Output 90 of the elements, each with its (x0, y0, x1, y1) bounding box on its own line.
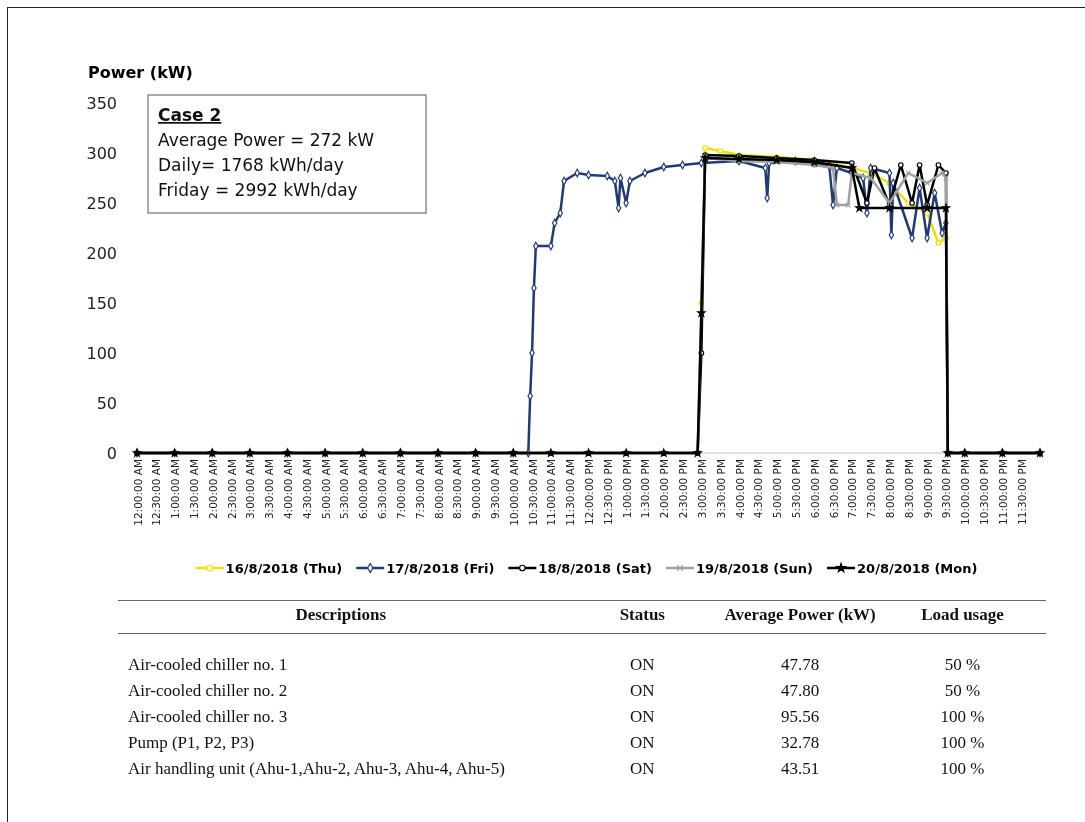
x-tick-label: 3:30:00 AM (263, 459, 276, 520)
text: 100 % (940, 707, 985, 726)
x-tick-label: 6:30:00 AM (376, 459, 389, 520)
x-tick-label: 9:30:00 AM (488, 459, 501, 520)
text: ON (630, 707, 655, 726)
annotation: Case 2 (158, 105, 222, 125)
x-tick-label: 7:30:00 AM (413, 459, 426, 520)
x-tick-label: 9:30:00 PM (940, 459, 953, 519)
y-tick-label: 150 (86, 293, 117, 313)
x-tick-label: 1:30:00 AM (187, 459, 200, 520)
x-tick-label: 12:30:00 AM (150, 459, 163, 526)
x-tick-label: 5:00:00 PM (771, 459, 784, 519)
x-tick-label: 2:00:00 AM (206, 459, 219, 520)
x-tick-label: 3:00:00 PM (695, 459, 708, 519)
x-tick-label: 11:30:00 PM (1015, 459, 1028, 525)
annotation: Friday = 2992 kWh/day (158, 180, 358, 200)
annotation: Average Power = 272 kW (158, 130, 375, 150)
x-tick-label: 2:30:00 AM (225, 459, 238, 520)
text: ON (630, 655, 655, 674)
y-tick-label: 200 (86, 243, 117, 263)
text: 47.80 (780, 681, 820, 700)
text: 32.78 (780, 733, 820, 752)
x-tick-label: 1:00:00 PM (620, 459, 633, 519)
x-tick-label: 9:00:00 PM (921, 459, 934, 519)
x-tick-label: 6:00:00 PM (808, 459, 821, 519)
x-tick-label: 12:00:00 PM (583, 459, 595, 525)
x-tick-label: 11:30:00 AM (564, 459, 577, 526)
x-tick-label: 4:00:00 AM (282, 459, 294, 520)
x-tick-label: 7:00:00 AM (394, 459, 407, 520)
x-tick-label: 4:30:00 AM (300, 459, 313, 520)
text: 100 % (940, 759, 985, 778)
x-tick-label: 2:00:00 PM (658, 459, 671, 519)
legend-label: 16/8/2018 (Thu) (225, 560, 343, 576)
x-tick-label: 11:00:00 PM (996, 459, 1009, 525)
x-tick-label: 8:00:00 AM (432, 459, 445, 520)
x-tick-label: 1:00:00 AM (169, 459, 182, 520)
x-tick-label: 6:00:00 AM (357, 459, 370, 520)
text: 47.78 (780, 655, 820, 674)
text: 50 % (944, 655, 981, 674)
text: 95.56 (780, 707, 820, 726)
x-tick-label: 2:30:00 PM (677, 459, 690, 519)
x-tick-label: 12:00:00 AM (131, 459, 144, 526)
category-label: Status (563, 600, 722, 634)
text: ON (630, 733, 655, 752)
x-tick-label: 11:00:00 AM (545, 459, 558, 526)
category-label: Air handling unit (Ahu-1,Ahu-2, Ahu-3, Ahu-4, Ahu-5) (128, 759, 505, 778)
y-axis-title: Power (kW) (88, 63, 193, 82)
category-label: Load usage (878, 600, 1046, 634)
y-tick-label: 0 (106, 443, 117, 463)
y-tick-label: 50 (96, 393, 117, 413)
text: ON (630, 681, 655, 700)
x-tick-label: 6:30:00 PM (827, 459, 840, 519)
x-tick-label: 4:00:00 PM (733, 459, 746, 519)
x-tick-label: 3:30:00 PM (714, 459, 727, 519)
y-tick-label: 100 (86, 343, 117, 363)
x-tick-label: 10:00:00 PM (959, 459, 972, 525)
x-tick-label: 10:30:00 AM (526, 459, 539, 526)
text: 43.51 (780, 759, 820, 778)
category-label: Pump (P1, P2, P3) (128, 733, 255, 752)
x-tick-label: 8:00:00 PM (884, 459, 896, 519)
x-tick-label: 4:30:00 PM (752, 459, 765, 519)
x-tick-label: 8:30:00 AM (451, 459, 464, 520)
legend-label: 18/8/2018 (Sat) (538, 560, 652, 576)
x-tick-label: 3:00:00 AM (244, 459, 257, 520)
text: ON (630, 759, 655, 778)
x-tick-label: 12:30:00 PM (601, 459, 614, 525)
category-label: Air-cooled chiller no. 2 (128, 681, 288, 700)
x-tick-label: 5:00:00 AM (319, 459, 332, 520)
legend-label: 17/8/2018 (Fri) (386, 560, 495, 576)
category-label: Air-cooled chiller no. 1 (128, 655, 288, 674)
x-tick-label: 10:00:00 AM (507, 459, 520, 526)
x-tick-label: 10:30:00 PM (978, 459, 991, 525)
legend-label: 20/8/2018 (Mon) (857, 560, 978, 576)
y-tick-label: 350 (86, 93, 117, 113)
text: 50 % (944, 681, 981, 700)
y-tick-label: 250 (86, 193, 117, 213)
x-tick-label: 7:30:00 PM (865, 459, 878, 519)
category-label: Air-cooled chiller no. 3 (128, 707, 288, 726)
x-tick-label: 9:00:00 AM (470, 459, 483, 520)
x-tick-label: 8:30:00 PM (902, 459, 915, 519)
x-tick-label: 5:30:00 AM (338, 459, 351, 520)
x-tick-label: 7:00:00 PM (846, 459, 859, 519)
y-tick-label: 300 (86, 143, 117, 163)
category-label: Descriptions (118, 600, 564, 634)
text: 100 % (940, 733, 985, 752)
legend-label: 19/8/2018 (Sun) (695, 560, 814, 576)
category-label: Average Power (kW) (721, 600, 879, 634)
x-tick-label: 1:30:00 PM (639, 459, 652, 519)
annotation: Daily= 1768 kWh/day (158, 155, 344, 175)
x-tick-label: 5:30:00 PM (789, 459, 802, 519)
